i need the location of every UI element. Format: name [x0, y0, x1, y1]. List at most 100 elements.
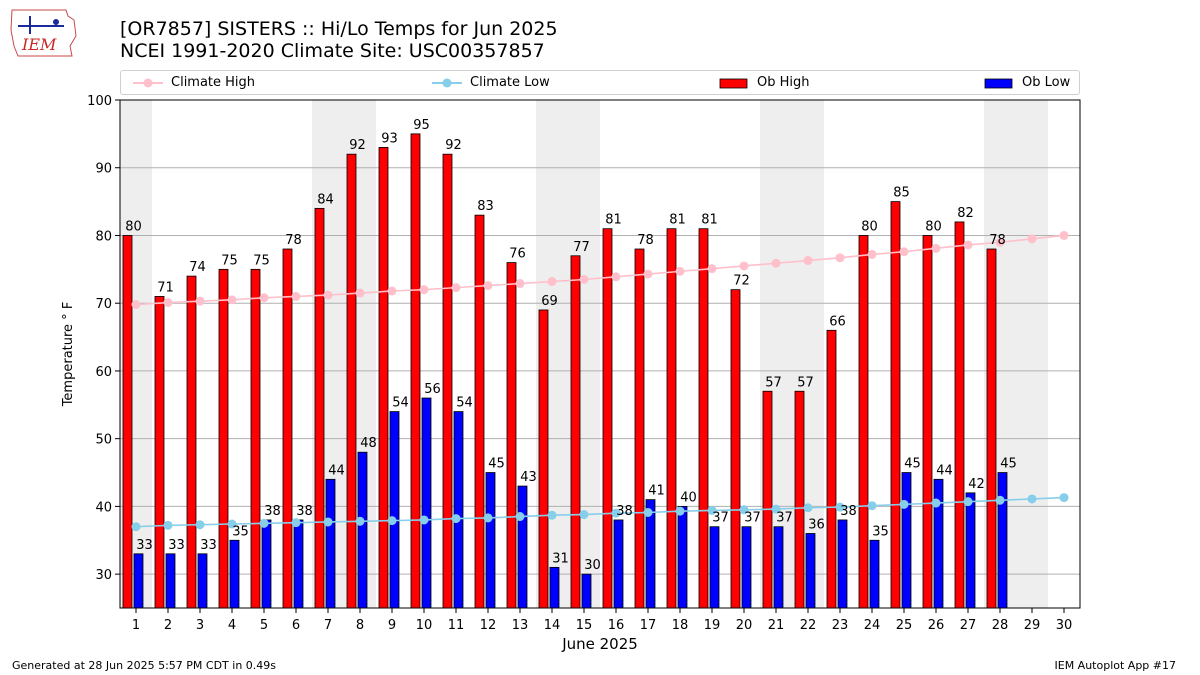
generated-footer: Generated at 28 Jun 2025 5:57 PM CDT in …	[12, 659, 277, 672]
y-tick-label-50: 50	[95, 433, 112, 448]
bars	[122, 133, 1008, 609]
x-tick-label-7: 7	[324, 618, 332, 633]
bar-ob-low-day-12	[485, 472, 496, 609]
label-ob-low-day-20: 37	[744, 511, 761, 526]
point-climate-low-day-28	[995, 495, 1005, 505]
point-climate-high-day-3	[195, 296, 205, 306]
legend-swatch-ob-low	[984, 78, 1013, 88]
point-climate-low-day-14	[547, 510, 557, 520]
point-climate-low-day-8	[355, 516, 365, 526]
label-ob-high-day-6: 78	[285, 233, 302, 248]
point-climate-low-day-13	[515, 512, 525, 522]
point-climate-high-day-1	[131, 300, 141, 310]
point-climate-high-day-30	[1059, 230, 1069, 240]
iem-logo: IEM	[10, 9, 77, 57]
bar-ob-low-day-4	[229, 539, 240, 609]
bar-ob-low-day-8	[357, 451, 368, 609]
label-ob-high-day-8: 92	[349, 138, 366, 153]
legend: Climate High Climate Low Ob High Ob Low	[120, 70, 1080, 95]
y-axis-ticks: 30 40 50 60 70 80 90 100	[87, 94, 120, 583]
x-tick-label-30: 30	[1056, 618, 1073, 633]
point-climate-low-day-23	[835, 502, 845, 512]
label-ob-high-day-14: 69	[541, 294, 558, 309]
bar-ob-high-day-25	[890, 201, 901, 609]
x-tick-label-27: 27	[960, 618, 977, 633]
x-tick-label-11: 11	[448, 618, 465, 633]
bar-ob-low-day-16	[613, 519, 624, 609]
x-tick-label-8: 8	[356, 618, 364, 633]
label-ob-high-day-11: 92	[445, 138, 462, 153]
label-ob-high-day-24: 80	[861, 219, 878, 234]
label-ob-high-day-13: 76	[509, 247, 526, 262]
bar-ob-high-day-11	[442, 153, 453, 609]
label-ob-low-day-23: 38	[840, 504, 857, 519]
label-ob-high-day-21: 57	[765, 375, 782, 390]
point-climate-low-day-15	[579, 510, 589, 520]
point-climate-high-day-20	[739, 261, 749, 271]
legend-label-climate-high: Climate High	[171, 75, 256, 90]
point-climate-high-day-6	[291, 291, 301, 301]
point-climate-low-day-11	[451, 514, 461, 524]
label-ob-high-day-7: 84	[317, 192, 334, 207]
x-tick-label-18: 18	[672, 618, 689, 633]
point-climate-low-day-10	[419, 515, 429, 525]
bar-ob-low-day-25	[901, 472, 912, 609]
y-tick-label-60: 60	[95, 365, 112, 380]
legend-label-ob-low: Ob Low	[1022, 75, 1071, 90]
y-tick-label-90: 90	[95, 162, 112, 177]
point-climate-low-day-12	[483, 513, 493, 523]
x-tick-label-5: 5	[260, 618, 268, 633]
chart-title: [OR7857] SISTERS :: Hi/Lo Temps for Jun …	[120, 18, 558, 40]
bar-ob-high-day-3	[186, 275, 197, 609]
label-ob-high-day-26: 80	[925, 219, 942, 234]
legend-swatch-climate-high	[133, 78, 163, 87]
x-tick-label-23: 23	[832, 618, 849, 633]
label-ob-low-day-10: 56	[424, 382, 441, 397]
legend-item-ob-high: Ob High	[719, 71, 810, 94]
point-climate-high-day-14	[547, 277, 557, 287]
bar-ob-low-day-11	[453, 411, 464, 609]
x-tick-label-3: 3	[196, 618, 204, 633]
legend-label-climate-low: Climate Low	[470, 75, 550, 90]
y-tick-label-40: 40	[95, 500, 112, 515]
bar-ob-low-day-2	[165, 553, 176, 609]
point-climate-high-day-22	[803, 256, 813, 266]
label-ob-low-day-8: 48	[360, 436, 377, 451]
label-ob-low-day-28: 45	[1000, 457, 1017, 472]
x-tick-label-4: 4	[228, 618, 236, 633]
label-ob-low-day-9: 54	[392, 396, 409, 411]
label-ob-low-day-25: 45	[904, 457, 921, 472]
bar-ob-high-day-14	[538, 309, 549, 609]
x-tick-label-6: 6	[292, 618, 300, 633]
point-climate-low-day-2	[163, 520, 173, 530]
label-ob-low-day-11: 54	[456, 396, 473, 411]
point-climate-low-day-17	[643, 507, 653, 517]
x-tick-label-26: 26	[928, 618, 945, 633]
label-ob-high-day-22: 57	[797, 375, 814, 390]
bar-ob-high-day-4	[218, 268, 229, 609]
point-climate-high-day-16	[611, 272, 621, 282]
label-ob-low-day-7: 44	[328, 463, 345, 478]
bar-ob-high-day-16	[602, 228, 613, 609]
bar-ob-high-day-22	[794, 390, 805, 609]
point-climate-high-day-19	[707, 264, 717, 274]
point-climate-low-day-3	[195, 520, 205, 530]
label-ob-high-day-16: 81	[605, 213, 622, 228]
point-climate-low-day-9	[387, 516, 397, 526]
plot-frame	[119, 99, 1081, 609]
x-tick-label-2: 2	[164, 618, 172, 633]
legend-label-ob-high: Ob High	[757, 75, 810, 90]
line-climate-high	[135, 234, 1065, 306]
point-climate-low-day-20	[739, 505, 749, 515]
x-tick-label-9: 9	[388, 618, 396, 633]
point-climate-high-day-12	[483, 281, 493, 291]
bar-ob-high-day-9	[378, 147, 389, 609]
bar-ob-low-day-22	[805, 533, 816, 609]
x-tick-label-10: 10	[416, 618, 433, 633]
label-ob-low-day-19: 37	[712, 511, 729, 526]
point-climate-low-day-16	[611, 508, 621, 518]
point-climate-high-day-9	[387, 286, 397, 296]
bar-ob-low-day-6	[293, 519, 304, 609]
point-climate-high-day-2	[163, 298, 173, 308]
